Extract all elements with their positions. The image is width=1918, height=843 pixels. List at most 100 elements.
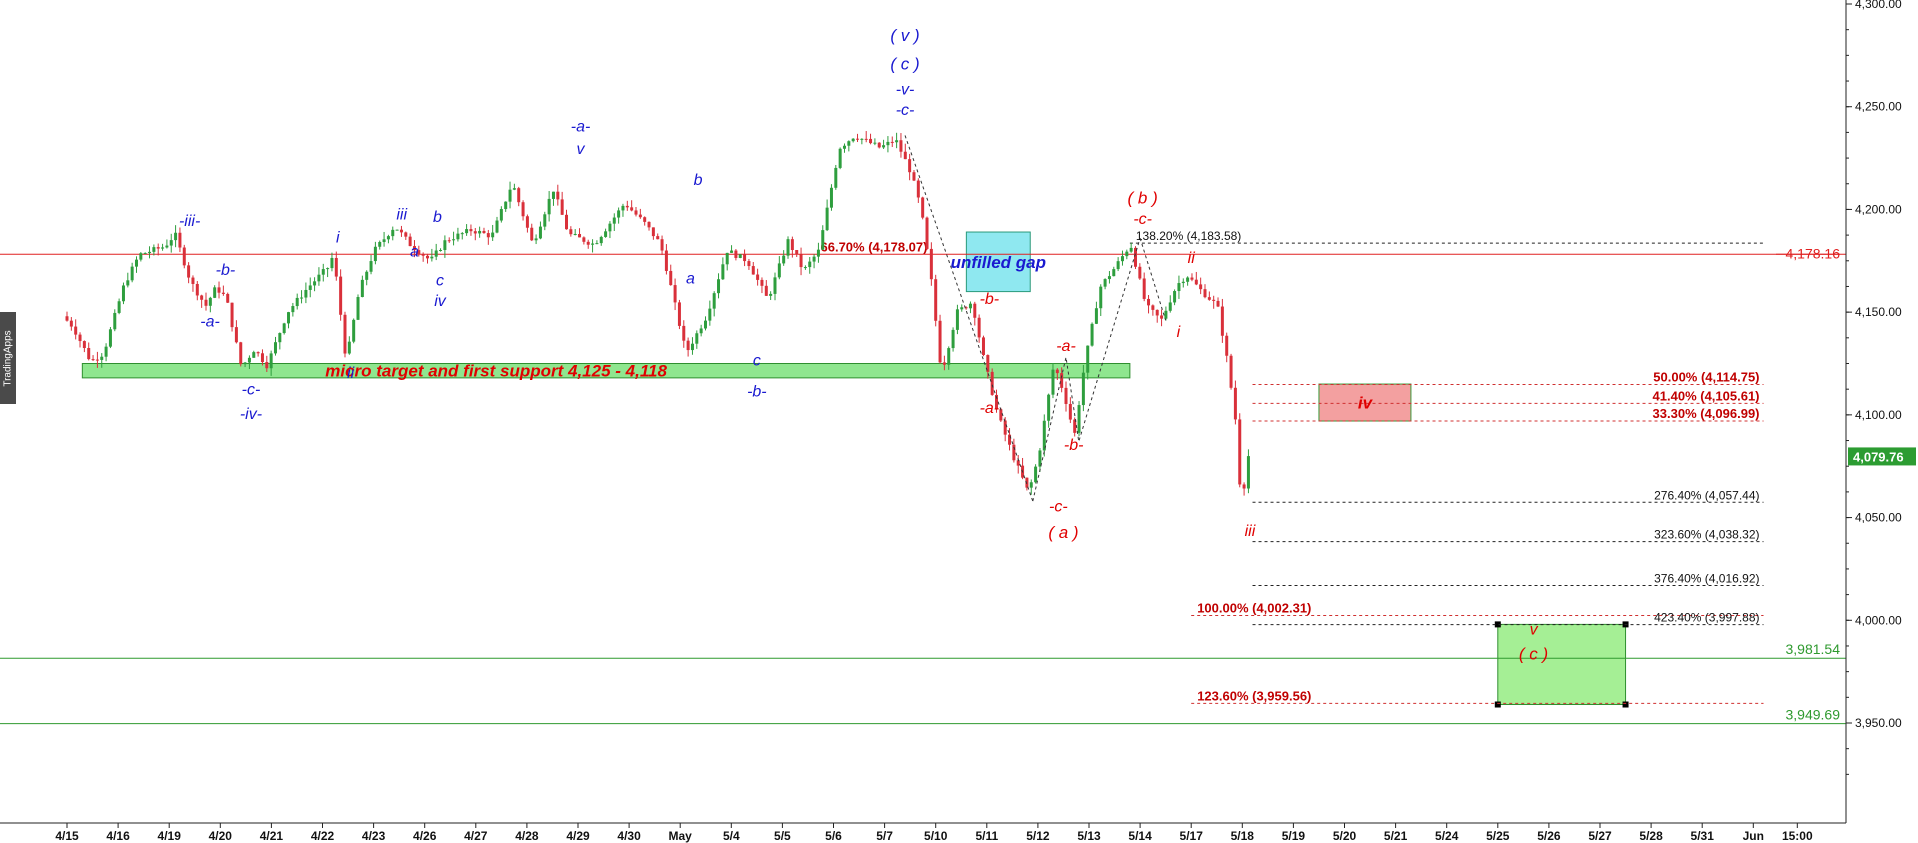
- candle-body: [560, 199, 564, 215]
- candle-body: [1199, 284, 1203, 290]
- candle-body: [1042, 420, 1046, 451]
- candle-body: [1094, 308, 1098, 324]
- date-tick-label: 5/19: [1282, 829, 1306, 843]
- candle-body: [621, 205, 625, 211]
- candle-body: [955, 309, 959, 330]
- candle-body: [634, 210, 638, 215]
- candle-body: [538, 226, 542, 239]
- candle-body: [847, 141, 851, 146]
- wave-label: c: [753, 353, 761, 370]
- candle-body: [87, 348, 91, 360]
- candle-body: [960, 307, 964, 310]
- price-tick-label: 4,250.00: [1855, 100, 1902, 114]
- candle-body: [1116, 261, 1120, 270]
- candle-body: [204, 299, 208, 306]
- candle-body: [751, 266, 755, 275]
- zone-target-box: [1497, 623, 1627, 706]
- candle-body: [677, 302, 681, 326]
- wave-label: iv: [434, 293, 447, 310]
- candle-body: [1129, 247, 1133, 252]
- date-tick-label: 4/26: [413, 829, 437, 843]
- date-tick-label: 5/11: [975, 829, 998, 843]
- candle-body: [743, 254, 747, 262]
- zone-iv-box: [1318, 383, 1412, 422]
- wave-label: -iv-: [240, 406, 262, 423]
- candle-body: [916, 180, 920, 198]
- candle-body: [825, 207, 829, 231]
- candle-body: [321, 269, 325, 275]
- candle-body: [1060, 373, 1064, 388]
- fib-label: 66.70% (4,178.07): [821, 239, 928, 254]
- candle-body: [269, 353, 273, 369]
- candle-body: [65, 316, 69, 321]
- candle-body: [782, 255, 786, 264]
- date-tick-label: 5/12: [1026, 829, 1050, 843]
- candle-body: [769, 293, 773, 296]
- fib-levels-layer: 138.20% (4,183.58) 66.70% (4,178.07) 50.00…: [821, 229, 1764, 704]
- candle-body: [512, 188, 516, 190]
- candle-body: [117, 301, 121, 313]
- candle-body: [308, 285, 312, 290]
- price-tick-label: 4,200.00: [1855, 202, 1902, 216]
- wave-label: -c-: [242, 381, 261, 398]
- candle-body: [682, 325, 686, 341]
- candle-body: [460, 233, 464, 235]
- fib-label: 33.30% (4,096.99): [1653, 406, 1760, 421]
- candle-body: [265, 362, 269, 369]
- candle-body: [1246, 456, 1250, 489]
- candle-body: [708, 308, 712, 321]
- candle-body: [525, 216, 529, 228]
- wave-projection-line: [904, 135, 1034, 502]
- candle-body: [730, 250, 734, 253]
- candle-body: [1016, 460, 1020, 466]
- candle-body: [1107, 276, 1111, 280]
- candle-body: [326, 268, 330, 270]
- candle-body: [1120, 256, 1124, 262]
- candle-body: [386, 236, 390, 240]
- candle-body: [981, 337, 985, 356]
- candle-body: [1142, 278, 1146, 299]
- candle-body: [695, 333, 699, 344]
- candle-body: [1229, 355, 1233, 388]
- candle-body: [200, 295, 204, 300]
- wave-label: -b-: [747, 383, 767, 400]
- candle-body: [599, 236, 603, 244]
- candle-body: [1112, 269, 1116, 277]
- candle-body: [747, 261, 751, 267]
- candle-body: [929, 248, 933, 280]
- projection-lines-layer: [904, 135, 1167, 502]
- candle-body: [239, 342, 243, 365]
- date-tick-label: 5/13: [1077, 829, 1101, 843]
- candle-body: [1164, 310, 1168, 319]
- candle-body: [491, 232, 495, 238]
- candle-body: [530, 227, 534, 241]
- wave-label: -a-: [1056, 338, 1076, 355]
- wave-label: -a-: [200, 314, 220, 331]
- candle-body: [551, 191, 555, 199]
- wave-label: -iii-: [179, 213, 200, 230]
- wave-label: -a-: [980, 400, 1000, 417]
- candle-body: [456, 233, 460, 240]
- candle-body: [860, 138, 864, 140]
- candle-body: [1086, 345, 1090, 373]
- candle-body: [821, 230, 825, 250]
- candle-body: [247, 357, 251, 363]
- candle-body: [108, 329, 112, 347]
- watermark-tab: TradingApps: [0, 312, 16, 404]
- wave-label: -b-: [216, 262, 236, 279]
- candle-body: [882, 145, 886, 148]
- fib-label: 41.40% (4,105.61): [1653, 388, 1760, 403]
- candle-body: [738, 254, 742, 258]
- candle-body: [243, 362, 247, 365]
- date-tick-label: 5/26: [1537, 829, 1561, 843]
- candle-body: [156, 247, 160, 249]
- date-tick-label: 5/4: [723, 829, 740, 843]
- date-tick-label: 4/16: [106, 829, 130, 843]
- candle-body: [78, 334, 82, 342]
- candle-body: [369, 261, 373, 272]
- candle-body: [968, 303, 972, 309]
- zone-label-gap: unfilled gap: [951, 253, 1046, 272]
- candle-body: [1090, 323, 1094, 346]
- candle-body: [334, 257, 338, 277]
